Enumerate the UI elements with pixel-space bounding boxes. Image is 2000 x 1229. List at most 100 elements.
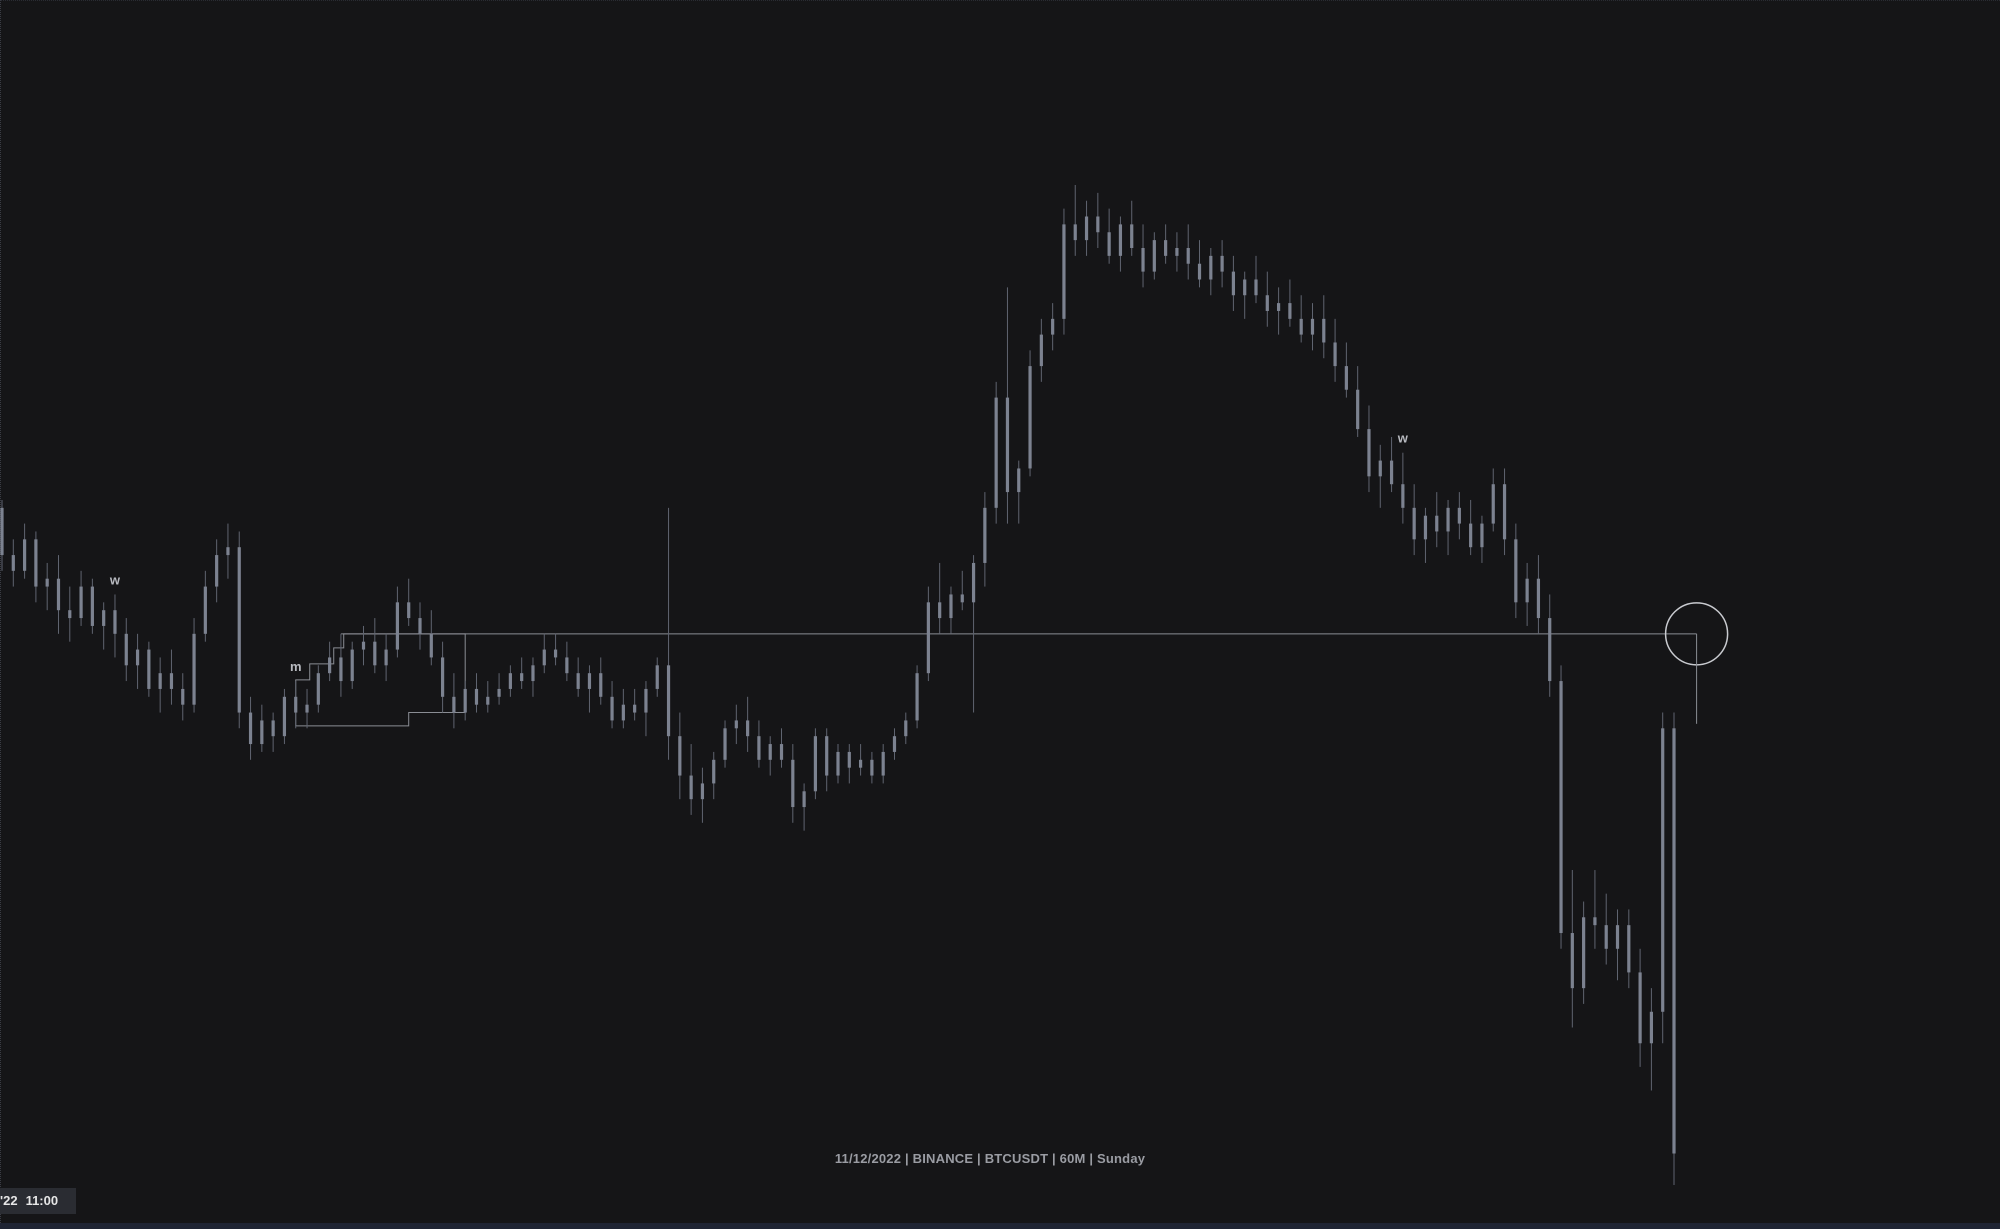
- candle: [926, 586, 930, 682]
- candle: [1220, 240, 1224, 288]
- candle: [124, 618, 128, 682]
- candle: [1502, 468, 1507, 556]
- candle: [1164, 224, 1168, 264]
- candle-body: [926, 602, 930, 674]
- candle: [983, 492, 987, 587]
- candle-body: [282, 696, 287, 737]
- candle-body: [1435, 515, 1439, 532]
- candle-body: [452, 696, 456, 713]
- candle-body: [373, 641, 377, 666]
- candle: [429, 610, 433, 666]
- candle-body: [779, 744, 784, 760]
- candle: [1491, 468, 1495, 532]
- candle: [486, 681, 490, 713]
- candle-body: [316, 673, 320, 705]
- candle: [813, 728, 818, 800]
- candle-body: [1389, 460, 1394, 485]
- candle: [938, 562, 942, 634]
- candle-body: [813, 736, 818, 792]
- candle: [892, 728, 897, 760]
- candle-body: [407, 602, 411, 619]
- candle-body: [825, 736, 829, 776]
- candle-body: [531, 665, 535, 682]
- candle: [1661, 712, 1665, 1044]
- candle: [779, 728, 784, 768]
- candle-body: [328, 657, 332, 674]
- candle: [395, 586, 400, 658]
- candle-body: [68, 610, 72, 619]
- candle-body: [11, 555, 15, 571]
- candle-body: [1175, 247, 1179, 256]
- candle-body: [1028, 366, 1032, 469]
- candle-body: [847, 751, 851, 768]
- candle: [542, 633, 546, 674]
- candle: [22, 523, 27, 579]
- candle-body: [689, 775, 693, 800]
- candle: [1175, 232, 1179, 272]
- candle: [497, 673, 501, 705]
- candle: [1435, 492, 1439, 548]
- candle-body: [678, 736, 682, 776]
- candle: [1130, 200, 1134, 256]
- candle: [1593, 870, 1597, 949]
- annotation-label: w: [1397, 431, 1409, 446]
- candle: [1627, 909, 1631, 989]
- candle-body: [1502, 484, 1507, 540]
- candle-body: [1084, 216, 1089, 241]
- candle-body: [102, 610, 106, 626]
- candle-body: [113, 610, 117, 634]
- candle-body: [1141, 247, 1145, 272]
- candle-body: [463, 688, 467, 713]
- candle: [1649, 988, 1654, 1091]
- candle-body: [553, 649, 558, 658]
- candle: [237, 531, 241, 729]
- candle: [746, 696, 750, 752]
- candle-body: [192, 633, 196, 705]
- candle: [633, 688, 637, 721]
- candle-body: [215, 555, 219, 587]
- candle: [1356, 366, 1360, 437]
- candle-body: [1525, 578, 1529, 603]
- candle-body: [497, 688, 501, 697]
- candle: [102, 602, 106, 650]
- candle-body: [271, 720, 275, 737]
- candle-body: [587, 673, 592, 689]
- candle-body: [520, 673, 524, 682]
- candle: [1062, 208, 1066, 335]
- candle: [858, 744, 863, 776]
- candle: [271, 712, 275, 752]
- candle-body: [712, 759, 716, 784]
- candle-body: [1661, 728, 1665, 1012]
- candle: [1141, 224, 1145, 288]
- candle: [135, 633, 140, 689]
- candle-body: [1039, 334, 1043, 367]
- candle-body: [56, 578, 61, 611]
- candle: [1322, 295, 1326, 359]
- candle-body: [858, 759, 863, 768]
- candle: [158, 657, 162, 713]
- candle-body: [655, 665, 659, 689]
- candle-body: [1130, 224, 1134, 248]
- candle-body: [181, 688, 185, 705]
- candle: [1288, 279, 1292, 327]
- candle-body: [904, 720, 908, 737]
- candle-body: [1322, 318, 1326, 343]
- annotation-layer: [295, 602, 1729, 727]
- candle-body: [1378, 460, 1382, 477]
- candle-body: [836, 751, 840, 776]
- candle-body: [1367, 429, 1371, 477]
- candle: [587, 665, 592, 713]
- candle: [949, 586, 953, 634]
- candle-body: [1480, 523, 1484, 548]
- candle: [181, 673, 185, 721]
- candle: [1107, 208, 1111, 264]
- candle-body: [135, 649, 140, 666]
- candle-body: [248, 712, 253, 745]
- bottom-scroll-strip[interactable]: [0, 1223, 2000, 1229]
- candle: [610, 681, 614, 729]
- candle-body: [1356, 389, 1360, 430]
- candle: [994, 381, 998, 524]
- candle-body: [1344, 366, 1348, 390]
